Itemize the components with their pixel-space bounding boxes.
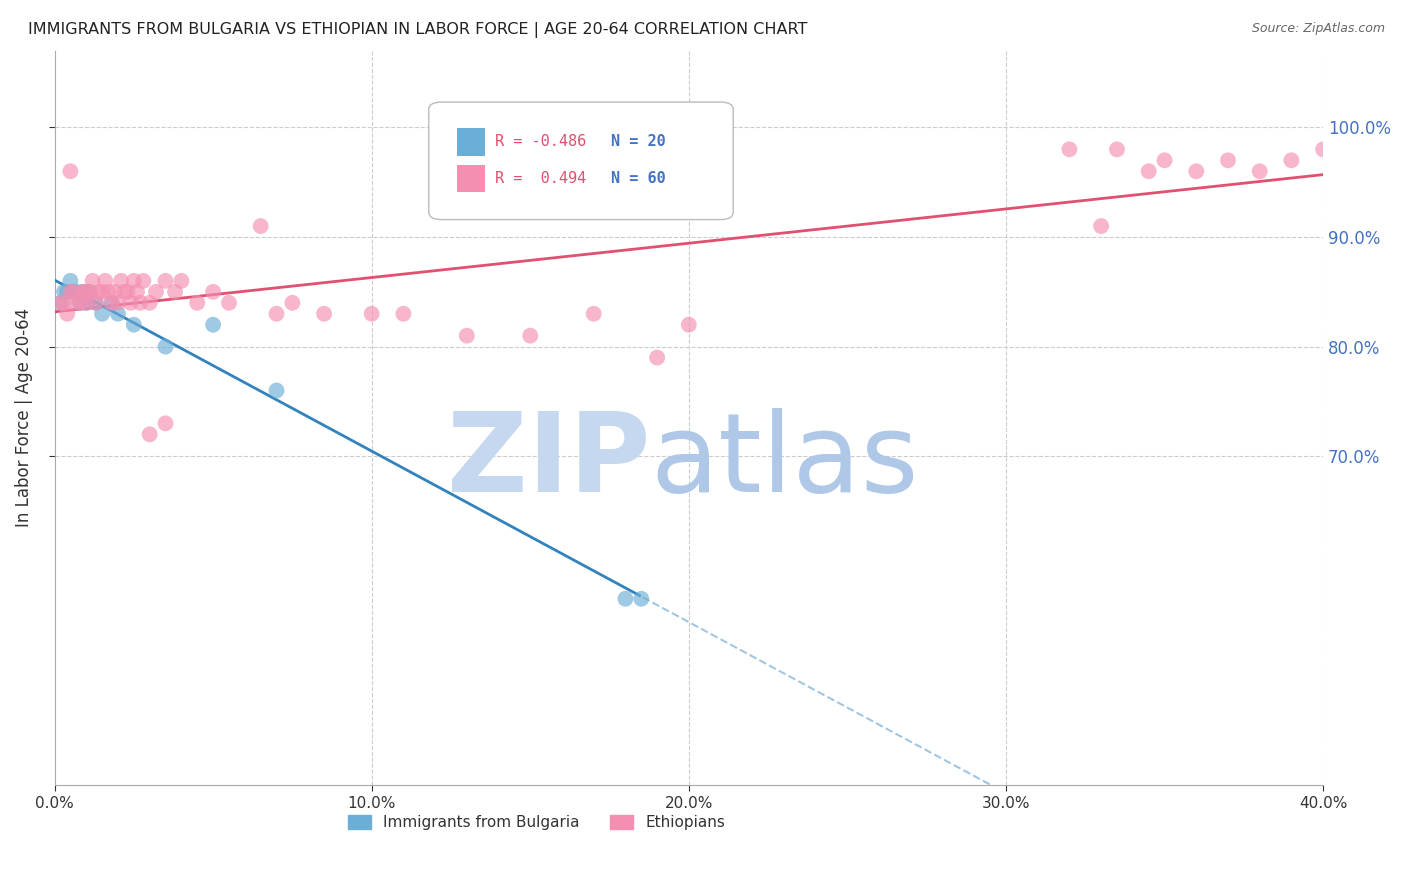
Text: N = 60: N = 60 [612, 171, 666, 186]
Text: ZIP: ZIP [447, 409, 651, 516]
Text: atlas: atlas [651, 409, 920, 516]
Point [1059, 142, 1081, 156]
Text: N = 20: N = 20 [612, 135, 666, 149]
Point [75, 295, 97, 310]
Point [202, 285, 225, 299]
Point [138, 295, 160, 310]
Point [49, 295, 72, 310]
Point [53, 295, 76, 310]
Point [129, 295, 152, 310]
Point [62, 285, 84, 299]
Point [122, 274, 145, 288]
Point [59, 274, 82, 288]
Point [1185, 164, 1208, 178]
Point [66, 285, 89, 299]
Point [69, 295, 91, 310]
Point [249, 219, 271, 233]
Point [112, 285, 135, 299]
Point [314, 307, 336, 321]
Point [170, 274, 193, 288]
Point [84, 295, 107, 310]
Point [186, 295, 208, 310]
Point [1312, 142, 1334, 156]
Point [97, 285, 120, 299]
Point [645, 351, 668, 365]
Legend: Immigrants from Bulgaria, Ethiopians: Immigrants from Bulgaria, Ethiopians [342, 809, 731, 836]
Point [117, 285, 139, 299]
Y-axis label: In Labor Force | Age 20-64: In Labor Force | Age 20-64 [15, 309, 32, 527]
Point [1281, 153, 1303, 168]
Point [72, 285, 94, 299]
Point [59, 285, 82, 299]
Point [630, 591, 652, 606]
Text: R =  0.494: R = 0.494 [495, 171, 586, 186]
Point [1137, 164, 1160, 178]
Point [91, 307, 114, 321]
Point [582, 307, 605, 321]
Point [519, 328, 541, 343]
Point [75, 295, 97, 310]
Point [104, 285, 127, 299]
Point [53, 285, 76, 299]
Point [1249, 164, 1271, 178]
Text: R = -0.486: R = -0.486 [495, 135, 586, 149]
Point [125, 285, 148, 299]
Point [138, 427, 160, 442]
Point [56, 307, 79, 321]
Point [120, 295, 142, 310]
Point [79, 285, 101, 299]
Point [132, 274, 155, 288]
Point [1105, 142, 1128, 156]
Point [79, 285, 101, 299]
Point [122, 318, 145, 332]
Point [100, 295, 122, 310]
Point [266, 384, 288, 398]
Point [145, 285, 167, 299]
FancyBboxPatch shape [429, 102, 734, 219]
Point [100, 295, 122, 310]
Point [614, 591, 637, 606]
FancyBboxPatch shape [457, 128, 485, 156]
Point [91, 285, 114, 299]
Point [110, 274, 132, 288]
Point [1216, 153, 1239, 168]
Point [392, 307, 415, 321]
Point [155, 340, 177, 354]
Point [87, 285, 110, 299]
Point [107, 295, 129, 310]
Point [155, 417, 177, 431]
Point [107, 307, 129, 321]
Point [155, 274, 177, 288]
Point [456, 328, 478, 343]
FancyBboxPatch shape [457, 164, 485, 193]
Point [163, 285, 186, 299]
Point [1090, 219, 1112, 233]
Point [66, 295, 89, 310]
Point [62, 285, 84, 299]
Point [59, 164, 82, 178]
Point [360, 307, 382, 321]
Point [72, 285, 94, 299]
Point [94, 274, 117, 288]
Point [84, 295, 107, 310]
Point [266, 307, 288, 321]
Text: Source: ZipAtlas.com: Source: ZipAtlas.com [1251, 22, 1385, 36]
Point [202, 318, 225, 332]
Point [281, 295, 304, 310]
Point [75, 285, 97, 299]
Point [49, 295, 72, 310]
Text: IMMIGRANTS FROM BULGARIA VS ETHIOPIAN IN LABOR FORCE | AGE 20-64 CORRELATION CHA: IMMIGRANTS FROM BULGARIA VS ETHIOPIAN IN… [28, 22, 807, 38]
Point [56, 285, 79, 299]
Point [1153, 153, 1175, 168]
Point [218, 295, 240, 310]
Point [82, 274, 104, 288]
Point [678, 318, 700, 332]
Point [69, 295, 91, 310]
